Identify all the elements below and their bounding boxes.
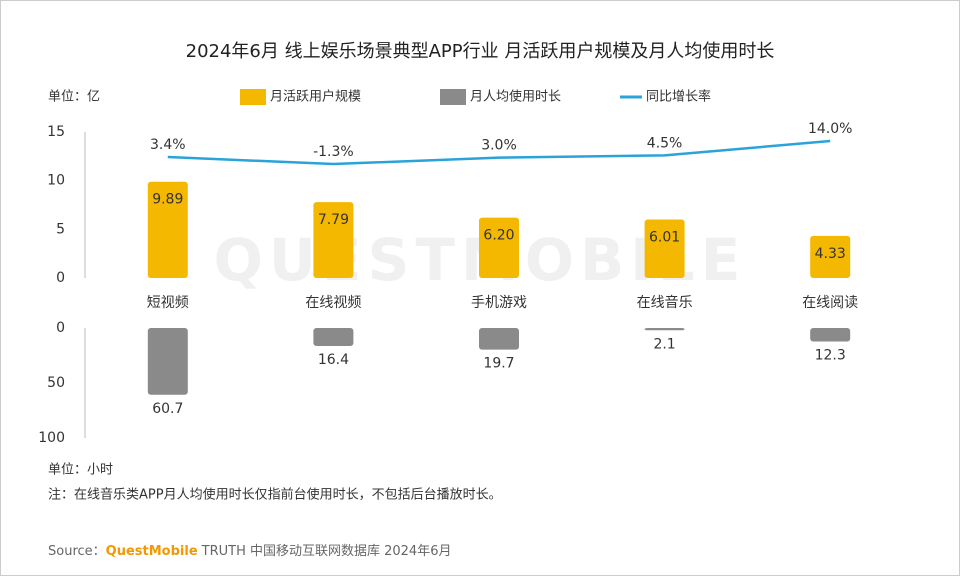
bar (479, 217, 519, 278)
y-tick-label: 100 (38, 430, 65, 446)
data-label: 6.01 (649, 230, 680, 246)
unit-label: 单位：小时 (48, 463, 113, 478)
source-label: Source： (48, 544, 106, 559)
data-label: 12.3 (815, 348, 846, 364)
data-label: 6.20 (483, 228, 514, 244)
bar (644, 219, 685, 278)
legend-label: 同比增长率 (646, 89, 711, 105)
data-label: 16.4 (318, 352, 349, 368)
bar (313, 202, 354, 278)
line (167, 139, 831, 166)
legend-label: 月活跃用户规模 (270, 89, 361, 105)
chart-title: 2024年6月 线上娱乐场景典型APP行业 月活跃用户规模及月人均使用时长 (186, 41, 775, 62)
data-label: 9.89 (152, 192, 183, 208)
source-brand: QuestMobile (106, 544, 198, 559)
data-label: -1.3% (313, 144, 354, 160)
data-label: 4.33 (815, 246, 846, 262)
y-tick-label: 0 (56, 270, 65, 286)
data-label: 19.7 (483, 356, 514, 372)
data-label: 2.1 (653, 336, 675, 352)
bar (644, 328, 685, 331)
x-tick-label: 在线阅读 (802, 294, 858, 311)
y-tick-label: 0 (56, 320, 65, 336)
legend-label: 月人均使用时长 (470, 89, 561, 105)
legend-swatch (440, 89, 466, 105)
data-label: 3.4% (150, 137, 186, 153)
note: 注：在线音乐类APP月人均使用时长仅指前台使用时长，不包括后台播放时长。 (48, 487, 502, 503)
bar (147, 181, 188, 278)
data-label: 4.5% (647, 135, 683, 151)
x-tick-label: 在线音乐 (637, 294, 693, 311)
bar (147, 328, 188, 395)
unit-label: 单位：亿 (48, 90, 100, 105)
y-tick-label: 10 (47, 173, 65, 189)
x-tick-label: 短视频 (147, 295, 189, 311)
bar (810, 235, 851, 278)
data-label: 3.0% (481, 138, 517, 154)
x-tick-label: 在线视频 (305, 295, 361, 311)
data-label: 14.0% (808, 121, 852, 137)
bar (810, 328, 851, 342)
data-label: 60.7 (152, 401, 183, 417)
legend-swatch (240, 89, 266, 105)
source-text: TRUTH 中国移动互联网数据库 2024年6月 (201, 543, 452, 559)
x-tick-label: 手机游戏 (471, 295, 527, 311)
y-tick-label: 5 (56, 221, 65, 237)
y-tick-label: 15 (47, 124, 65, 140)
data-label: 7.79 (318, 212, 349, 228)
source: Source：QuestMobile TRUTH 中国移动互联网数据库 2024年… (48, 543, 451, 559)
y-tick-label: 50 (47, 375, 65, 391)
bar (479, 328, 519, 350)
bar (313, 328, 354, 347)
